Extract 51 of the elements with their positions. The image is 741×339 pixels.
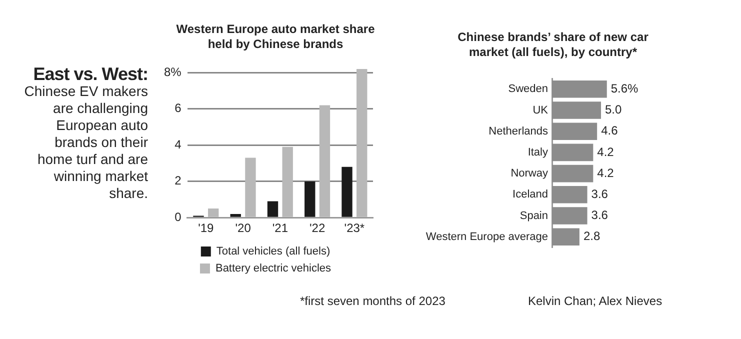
bar: [552, 102, 601, 119]
chart-title: Western Europe auto market share held by Chinese brands: [175, 22, 376, 52]
x-tick-label: '19: [198, 221, 214, 236]
y-tick-label: Iceland: [512, 188, 548, 201]
bar: [552, 164, 594, 182]
x-tick-label: '23*: [344, 221, 365, 236]
bar: [245, 158, 256, 217]
legend-label: Battery electric vehicles: [215, 262, 332, 275]
y-tick-label: Western Europe average: [426, 230, 548, 243]
y-tick-label: 8%: [164, 64, 182, 79]
data-label: 5.6%: [610, 81, 639, 96]
y-tick-label: 4: [174, 137, 182, 152]
data-label: 3.6: [591, 186, 608, 201]
bar: [552, 122, 598, 140]
bar: [356, 69, 368, 217]
x-tick-label: '22: [309, 221, 326, 236]
bar: [208, 208, 219, 217]
y-tick-label: 6: [174, 101, 182, 116]
text: *first seven months of 2023: [300, 294, 446, 308]
bar: [282, 146, 293, 217]
data-label: 3.6: [591, 208, 608, 222]
bar: [342, 166, 352, 217]
x-tick-label: '21: [272, 221, 288, 236]
bar: [552, 144, 594, 162]
y-tick-label: Netherlands: [488, 125, 548, 138]
text: Chinese EV makers are challenging European auto brands on their home turf and are winning market share.: [23, 83, 148, 202]
y-tick-label: 0: [174, 210, 182, 224]
bar: [267, 201, 278, 217]
legend-label: Total vehicles (all fuels): [216, 246, 330, 258]
text: Kelvin Chan; Alex Nieves: [528, 294, 664, 308]
bar: [304, 181, 316, 217]
data-label: 4.6: [601, 124, 618, 138]
data-label: 5.0: [605, 102, 622, 117]
bar: [230, 214, 241, 217]
data-label: 4.2: [597, 144, 614, 159]
bar: [552, 186, 588, 204]
bar: [552, 228, 580, 246]
x-tick-label: '20: [235, 221, 252, 236]
bar: [319, 105, 330, 217]
data-label: 4.2: [597, 166, 614, 180]
y-tick-label: Sweden: [508, 83, 548, 96]
y-tick-label: Norway: [510, 168, 548, 180]
y-tick-label: Spain: [520, 210, 548, 222]
bar: [552, 207, 588, 224]
data-label: 2.8: [583, 229, 600, 244]
bar: [552, 80, 607, 98]
text: East vs. West:: [32, 64, 148, 84]
y-tick-label: Italy: [528, 146, 548, 158]
chart-title: Chinese brands’ share of new car market (all fuels), by country*: [456, 30, 650, 60]
y-tick-label: UK: [532, 104, 549, 116]
y-tick-label: 2: [174, 174, 182, 188]
